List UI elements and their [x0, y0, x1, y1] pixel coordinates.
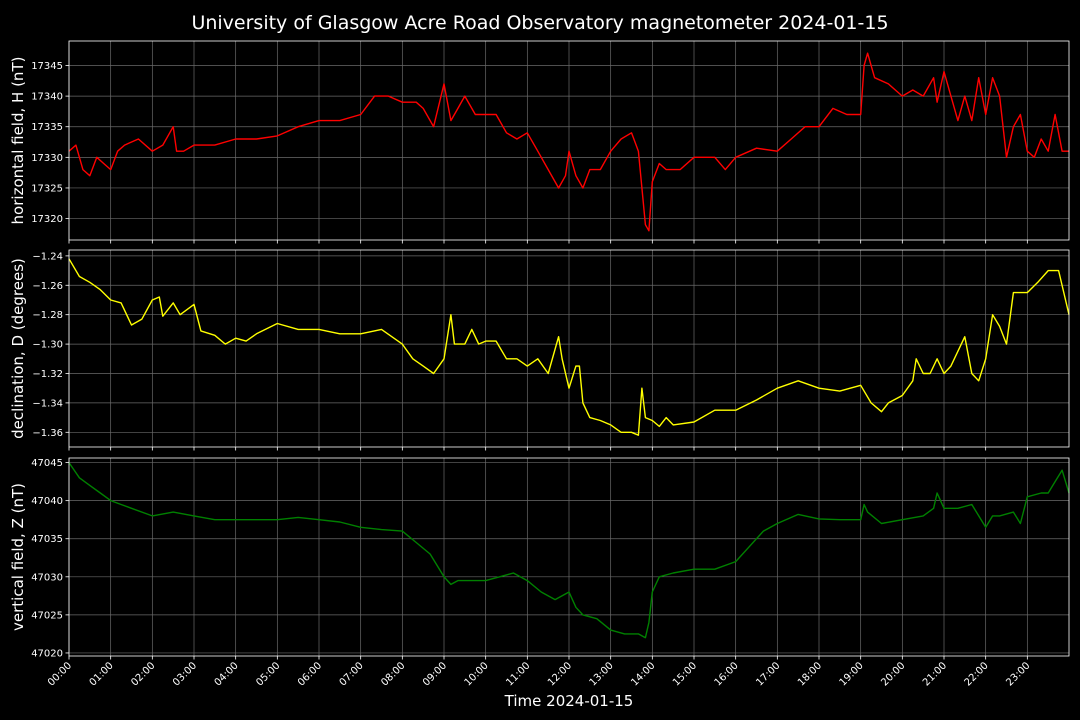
x-tick-label: 01:00 [88, 660, 116, 688]
x-tick-label: 20:00 [879, 660, 907, 688]
y-tick-label: −1.30 [32, 340, 63, 351]
x-tick-label: 10:00 [463, 660, 491, 688]
x-tick-label: 15:00 [671, 660, 699, 688]
y-tick-label: 47025 [31, 610, 63, 621]
y-tick-label: 17345 [31, 61, 63, 72]
y-tick-label: −1.32 [32, 369, 63, 380]
x-tick-label: 13:00 [588, 660, 616, 688]
y-tick-label: 17340 [31, 92, 63, 103]
x-tick-label: 22:00 [963, 660, 991, 688]
x-tick-label: 16:00 [713, 660, 741, 688]
x-tick-label: 17:00 [754, 660, 782, 688]
chart-title: University of Glasgow Acre Road Observat… [191, 12, 888, 34]
x-tick-label: 07:00 [338, 660, 366, 688]
y-tick-label: −1.34 [32, 398, 63, 409]
x-tick-label: 04:00 [213, 660, 241, 688]
x-tick-labels: 00:00 01:00 02:00 03:00 04:00 05:00 06:00 07:00… [46, 660, 1032, 688]
x-tick-label: 03:00 [171, 660, 199, 688]
series-line [68, 462, 1070, 639]
y-tick-label: −1.26 [32, 281, 63, 292]
x-tick-label: 12:00 [546, 660, 574, 688]
y-tick-label: 47040 [31, 496, 63, 507]
panel-frame [68, 249, 1070, 448]
y-tick-label: 17325 [31, 183, 63, 194]
x-tick-label: 06:00 [296, 660, 324, 688]
x-tick-label: 08:00 [379, 660, 407, 688]
y-tick-label: −1.24 [32, 251, 63, 262]
x-tick-label: 21:00 [921, 660, 949, 688]
y-tick-label: 17335 [31, 122, 63, 133]
x-axis-label: Time 2024-01-15 [504, 692, 634, 710]
series-line [68, 258, 1070, 436]
x-tick-label: 14:00 [629, 660, 657, 688]
x-tick-label: 09:00 [421, 660, 449, 688]
y-tick-label: 47045 [31, 458, 63, 469]
panel-2: −1.36 −1.34 −1.32 −1.30 −1.28 −1.26 −1.24 decli… [9, 249, 1070, 451]
y-tick-label: 17330 [31, 153, 63, 164]
x-tick-label: 05:00 [254, 660, 282, 688]
series-line [68, 52, 1069, 232]
y-tick-label: 17320 [31, 214, 63, 225]
x-tick-label: 02:00 [129, 660, 157, 688]
panel-frame [68, 457, 1070, 657]
x-tick-label: 11:00 [504, 660, 532, 688]
y-axis-label: horizontal field, H (nT) [9, 57, 27, 225]
y-tick-label: −1.36 [32, 428, 63, 439]
y-tick-label: 47035 [31, 534, 63, 545]
y-axis-label: vertical field, Z (nT) [9, 483, 27, 631]
x-tick-label: 19:00 [838, 660, 866, 688]
y-axis-label: declination, D (degrees) [9, 258, 27, 439]
y-tick-label: 47020 [31, 648, 63, 659]
x-tick-label: 23:00 [1004, 660, 1032, 688]
x-tick-label: 00:00 [46, 660, 74, 688]
panel-3: 47020 47025 47030 47035 47040 47045 vertical f… [9, 457, 1070, 660]
y-tick-label: −1.28 [32, 310, 63, 321]
x-tick-label: 18:00 [796, 660, 824, 688]
y-tick-label: 47030 [31, 572, 63, 583]
panel-1: 17320 17325 17330 17335 17340 17345 horizontal… [9, 40, 1070, 244]
panel-frame [68, 40, 1070, 241]
